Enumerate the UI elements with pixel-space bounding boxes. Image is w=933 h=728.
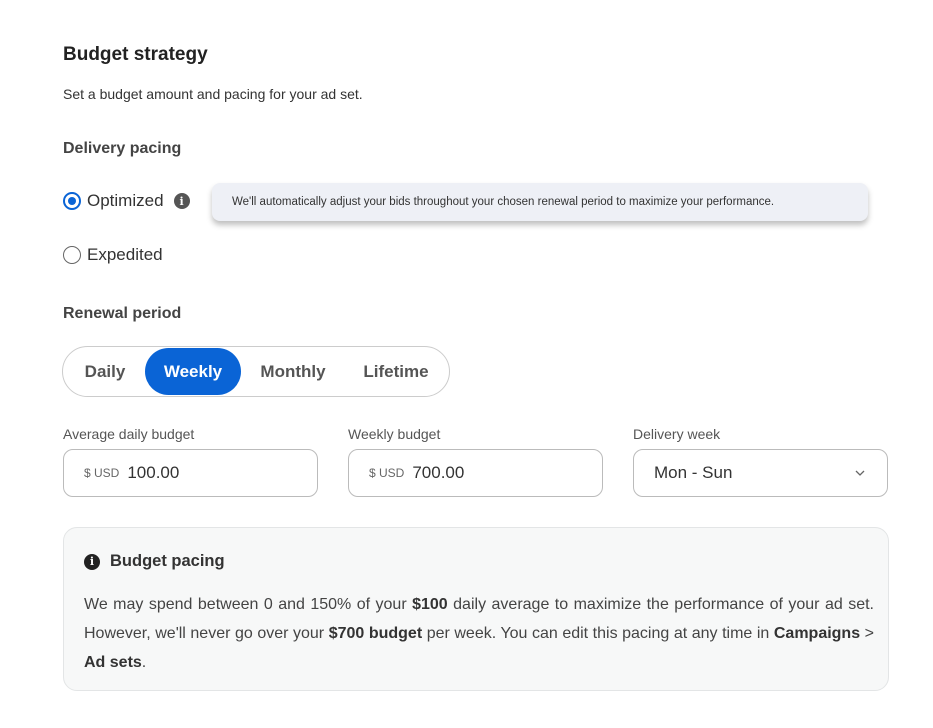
- radio-checked-icon: [63, 192, 81, 210]
- weekly-budget-input[interactable]: $ USD 700.00: [348, 449, 603, 497]
- budget-pacing-title: Budget pacing: [110, 552, 225, 570]
- input-value: 700.00: [412, 463, 465, 482]
- radio-unchecked-icon: [63, 246, 81, 264]
- chevron-down-icon: [855, 470, 865, 476]
- radio-label: Optimized: [87, 191, 164, 210]
- currency-prefix: $ USD: [84, 466, 120, 480]
- budget-pacing-box: i Budget pacing We may spend between 0 a…: [63, 527, 889, 691]
- avg-daily-budget-input[interactable]: $ USD 100.00: [63, 449, 318, 497]
- renewal-period-heading: Renewal period: [63, 305, 182, 322]
- radio-expedited[interactable]: Expedited: [63, 245, 163, 265]
- delivery-pacing-heading: Delivery pacing: [63, 140, 182, 157]
- delivery-week-select[interactable]: Mon - Sun: [633, 449, 888, 497]
- currency-prefix: $ USD: [369, 466, 405, 480]
- tab-monthly[interactable]: Monthly: [260, 361, 326, 381]
- page-title: Budget strategy: [63, 44, 208, 65]
- radio-label: Expedited: [87, 245, 163, 264]
- radio-optimized[interactable]: Optimized i: [63, 191, 190, 211]
- ad-sets-link: Ad sets: [84, 654, 142, 671]
- input-value: 100.00: [127, 463, 180, 482]
- tab-weekly[interactable]: Weekly: [145, 348, 241, 395]
- delivery-week-label: Delivery week: [633, 426, 721, 442]
- weekly-budget-label: Weekly budget: [348, 426, 441, 442]
- renewal-period-selector: Daily Weekly Monthly Lifetime: [62, 346, 450, 397]
- budget-pacing-text: We may spend between 0 and 150% of your …: [84, 596, 875, 671]
- select-value: Mon - Sun: [654, 463, 733, 482]
- avg-daily-budget-label: Average daily budget: [63, 426, 195, 442]
- tab-daily[interactable]: Daily: [84, 361, 126, 381]
- info-icon[interactable]: i: [173, 193, 190, 209]
- info-icon: i: [84, 553, 100, 570]
- page-subtitle: Set a budget amount and pacing for your …: [63, 86, 363, 102]
- tab-lifetime[interactable]: Lifetime: [363, 361, 429, 381]
- tooltip: We'll automatically adjust your bids thr…: [212, 183, 868, 221]
- campaigns-link: Campaigns: [773, 625, 861, 642]
